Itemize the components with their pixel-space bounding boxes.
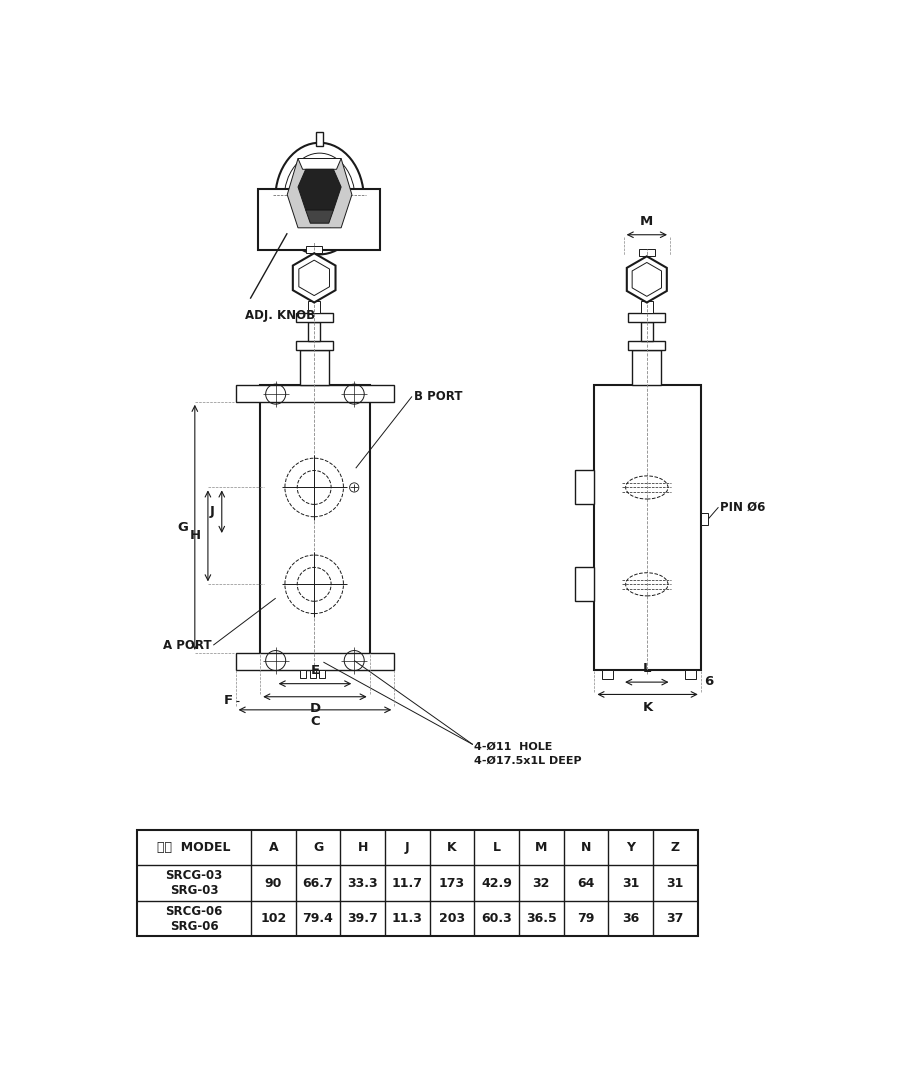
Text: 31: 31 — [667, 876, 684, 889]
Bar — [295, 341, 333, 350]
Bar — [137, 829, 698, 936]
Text: 4-Ø11  HOLE: 4-Ø11 HOLE — [475, 742, 553, 752]
Text: E: E — [311, 664, 320, 677]
Text: 36: 36 — [622, 912, 640, 925]
Text: H: H — [190, 530, 201, 543]
Text: 39.7: 39.7 — [347, 912, 378, 925]
Polygon shape — [298, 158, 342, 169]
Text: 203: 203 — [439, 912, 465, 925]
Text: N: N — [581, 841, 592, 855]
Text: M: M — [535, 841, 547, 855]
Text: SRCG-03
SRG-03: SRCG-03 SRG-03 — [166, 869, 223, 897]
Text: SRCG-06
SRG-06: SRCG-06 SRG-06 — [166, 905, 223, 933]
Bar — [602, 669, 613, 679]
Text: 33.3: 33.3 — [347, 876, 378, 889]
Text: ADJ. KNOB: ADJ. KNOB — [245, 310, 315, 323]
Text: 31: 31 — [622, 876, 640, 889]
Text: 60.3: 60.3 — [481, 912, 512, 925]
Text: 66.7: 66.7 — [303, 876, 333, 889]
Text: L: L — [642, 663, 651, 675]
Polygon shape — [287, 158, 352, 228]
Text: J: J — [405, 841, 410, 855]
Polygon shape — [627, 256, 667, 303]
Bar — [319, 669, 325, 678]
Text: L: L — [493, 841, 501, 855]
Bar — [632, 350, 661, 385]
Text: 102: 102 — [260, 912, 286, 925]
Text: B PORT: B PORT — [413, 390, 462, 403]
Bar — [639, 249, 654, 256]
Text: 173: 173 — [439, 876, 465, 889]
Bar — [315, 132, 323, 146]
Bar — [700, 512, 708, 525]
Text: 11.7: 11.7 — [391, 876, 423, 889]
Text: 90: 90 — [265, 876, 282, 889]
Text: 4-Ø17.5x1L DEEP: 4-Ø17.5x1L DEEP — [475, 755, 582, 765]
Text: K: K — [642, 701, 652, 714]
Polygon shape — [298, 169, 342, 210]
Text: Z: Z — [670, 841, 680, 855]
Text: PIN Ø6: PIN Ø6 — [720, 500, 766, 513]
Text: 6: 6 — [704, 675, 713, 688]
Text: M: M — [641, 215, 653, 228]
Text: A PORT: A PORT — [163, 639, 212, 652]
Text: J: J — [210, 505, 215, 518]
Text: 36.5: 36.5 — [526, 912, 556, 925]
Text: 79.4: 79.4 — [303, 912, 333, 925]
Bar — [308, 301, 321, 313]
Text: H: H — [358, 841, 368, 855]
Text: G: G — [313, 841, 323, 855]
Text: Y: Y — [626, 841, 635, 855]
Text: 型式  MODEL: 型式 MODEL — [158, 841, 231, 855]
Text: C: C — [310, 715, 320, 728]
Bar — [641, 301, 653, 313]
Bar — [575, 567, 594, 602]
Bar — [310, 669, 315, 678]
Bar — [594, 385, 700, 669]
Text: 79: 79 — [577, 912, 594, 925]
Bar — [260, 385, 370, 669]
Bar — [685, 669, 696, 679]
Bar — [629, 313, 665, 322]
Bar — [308, 322, 321, 341]
Bar — [300, 669, 306, 678]
Text: 32: 32 — [533, 876, 550, 889]
Bar — [295, 313, 333, 322]
Polygon shape — [305, 210, 333, 223]
Bar — [306, 245, 322, 253]
Bar — [641, 322, 653, 341]
Text: K: K — [448, 841, 457, 855]
Bar — [300, 350, 329, 385]
Text: A: A — [268, 841, 278, 855]
Bar — [236, 385, 394, 402]
Bar — [236, 653, 394, 669]
Bar — [575, 470, 594, 505]
Text: 64: 64 — [577, 876, 594, 889]
Bar — [629, 341, 665, 350]
Text: G: G — [177, 521, 188, 534]
Text: 37: 37 — [667, 912, 684, 925]
Text: 42.9: 42.9 — [481, 876, 512, 889]
Text: F: F — [224, 694, 234, 707]
Text: 11.3: 11.3 — [392, 912, 423, 925]
Polygon shape — [293, 253, 335, 303]
Text: D: D — [309, 702, 321, 715]
Bar — [258, 189, 380, 250]
